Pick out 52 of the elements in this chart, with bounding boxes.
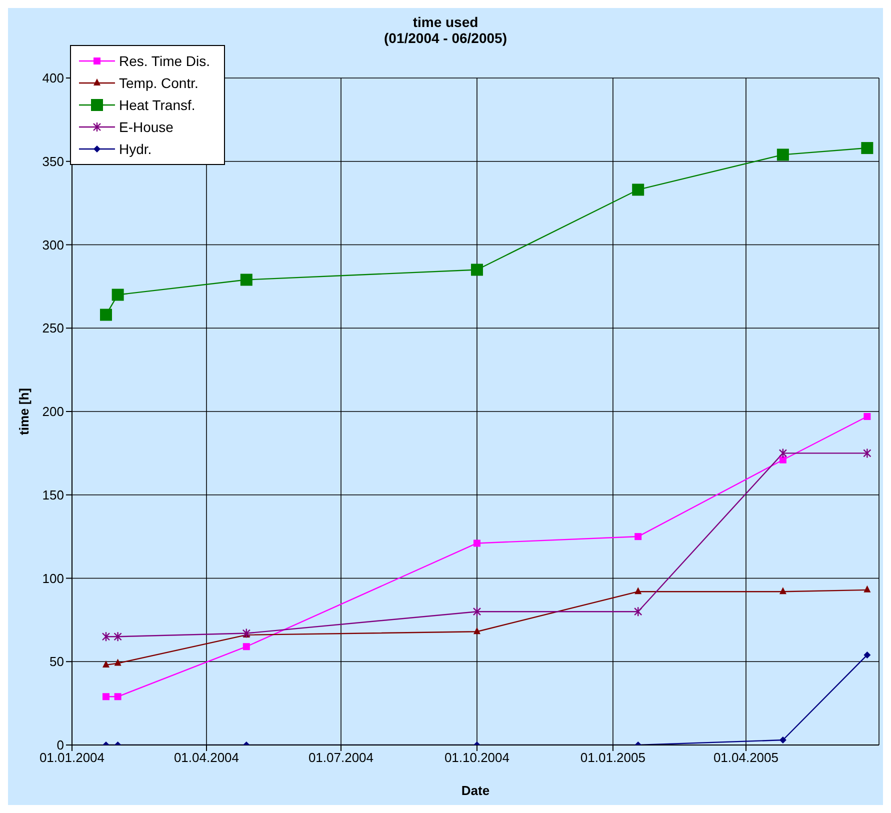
point bbox=[470, 264, 483, 276]
x-tick-label: 01.10.2004 bbox=[444, 750, 510, 766]
legend-label: Heat Transf. bbox=[119, 96, 196, 115]
y-tick-label: 200 bbox=[42, 404, 64, 420]
point bbox=[102, 632, 110, 642]
point bbox=[634, 533, 642, 540]
point bbox=[778, 448, 788, 458]
point bbox=[863, 448, 872, 458]
point bbox=[102, 693, 110, 700]
chart-title: time used bbox=[412, 14, 480, 30]
point bbox=[102, 660, 110, 668]
point bbox=[776, 148, 789, 161]
y-tick-label: 300 bbox=[42, 237, 64, 252]
point bbox=[864, 585, 871, 592]
chart-subtitle: (01/2004 - 06/2005) bbox=[383, 30, 508, 46]
point bbox=[473, 627, 480, 634]
y-tick-label: 350 bbox=[42, 154, 64, 169]
x-tick-label: 01.04.2005 bbox=[713, 750, 779, 766]
point bbox=[864, 651, 871, 658]
x-axis-title: Date bbox=[461, 783, 490, 798]
point bbox=[100, 308, 112, 321]
point bbox=[634, 587, 642, 594]
point bbox=[779, 587, 786, 594]
point bbox=[473, 540, 480, 547]
y-tick-label: 50 bbox=[50, 654, 64, 670]
y-axis-title: time [h] bbox=[16, 388, 32, 435]
legend-label: Temp. Contr. bbox=[119, 74, 198, 93]
x-tick-label: 01.07.2004 bbox=[308, 750, 374, 766]
point bbox=[779, 456, 786, 464]
point bbox=[114, 658, 122, 666]
y-tick-label: 0 bbox=[56, 738, 64, 753]
point bbox=[472, 606, 482, 617]
point bbox=[779, 736, 786, 744]
x-tick-label: 01.01.2005 bbox=[580, 750, 646, 766]
y-tick-label: 150 bbox=[42, 487, 64, 502]
point bbox=[240, 274, 252, 286]
point bbox=[634, 606, 642, 617]
point bbox=[114, 693, 122, 700]
point bbox=[112, 288, 124, 301]
y-tick-label: 250 bbox=[42, 320, 64, 336]
point bbox=[864, 413, 871, 420]
point bbox=[242, 643, 250, 650]
x-tick-label: 01.01.2004 bbox=[39, 750, 105, 766]
point bbox=[861, 142, 874, 154]
legend-label: Hydr. bbox=[119, 140, 152, 159]
legend-label: Res. Time Dis. bbox=[119, 52, 210, 71]
point bbox=[114, 632, 122, 642]
point bbox=[632, 184, 644, 196]
y-tick-label: 100 bbox=[42, 570, 64, 586]
legend-label: E-House bbox=[119, 118, 174, 137]
x-tick-label: 01.04.2004 bbox=[174, 750, 240, 766]
y-tick-label: 400 bbox=[42, 70, 64, 86]
